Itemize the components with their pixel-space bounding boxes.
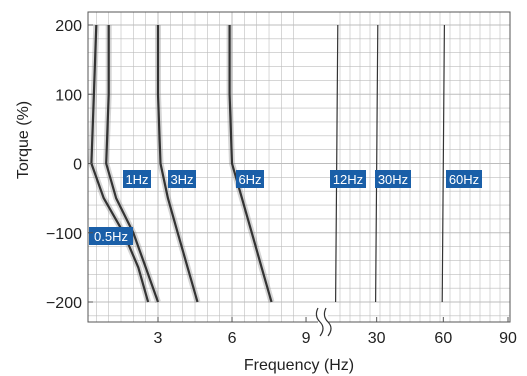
series-line-6Hz: [228, 25, 273, 303]
series-line-60Hz: [441, 24, 445, 303]
freq-label-bg: [168, 170, 196, 188]
series-line-3Hz: [156, 25, 199, 303]
axis-break-gap: [318, 310, 328, 334]
freq-label-30Hz: 30Hz: [375, 170, 411, 188]
y-tick-label: −100: [46, 226, 82, 243]
freq-label-text: 12Hz: [333, 172, 363, 187]
axis-break-line: [315, 307, 324, 337]
series-line-30Hz: [375, 24, 379, 303]
x-tick-label: 3: [154, 330, 163, 347]
x-axis-title: Frequency (Hz): [244, 357, 354, 374]
freq-label-1Hz: 1Hz: [123, 170, 151, 188]
freq-label-text: 3Hz: [170, 172, 193, 187]
freq-label-0.5Hz: 0.5Hz: [89, 227, 133, 245]
freq-label-text: 0.5Hz: [94, 229, 128, 244]
axis-break-line: [323, 307, 332, 337]
freq-label-text: 60Hz: [449, 172, 479, 187]
freq-label-bg: [89, 227, 133, 245]
freq-label-bg: [330, 170, 366, 188]
y-tick-label: 200: [55, 18, 82, 35]
freq-label-bg: [236, 170, 264, 188]
x-tick-label: 9: [302, 330, 311, 347]
freq-label-bg: [446, 170, 482, 188]
series-line-0.5Hz: [90, 24, 150, 303]
series-layer: [88, 24, 445, 304]
y-axis-title: Torque (%): [15, 101, 32, 179]
freq-label-12Hz: 12Hz: [330, 170, 366, 188]
x-tick-label: 30: [368, 330, 386, 347]
axis-break-mark: [315, 307, 332, 337]
y-tick-label: 100: [55, 87, 82, 104]
series-line-12Hz: [335, 24, 339, 303]
freq-label-6Hz: 6Hz: [236, 170, 264, 188]
freq-label-text: 1Hz: [125, 172, 148, 187]
freq-label-bg: [123, 170, 151, 188]
freq-label-text: 30Hz: [378, 172, 408, 187]
tick-labels: 3 6 9 30 60 90 200 100 0 −100 −200: [46, 18, 517, 347]
x-tick-label: 6: [228, 330, 237, 347]
freq-label-bg: [375, 170, 411, 188]
freq-label-3Hz: 3Hz: [168, 170, 196, 188]
y-tick-label: 0: [73, 157, 82, 174]
freq-label-60Hz: 60Hz: [446, 170, 482, 188]
frequency-labels: 0.5Hz 1Hz 3Hz 6Hz 12Hz 30Hz 60Hz: [89, 170, 482, 245]
freq-label-text: 6Hz: [238, 172, 261, 187]
plot-frame: [87, 11, 511, 323]
x-tick-label: 60: [434, 330, 452, 347]
series-line-1Hz: [105, 25, 160, 303]
y-tick-label: −200: [46, 295, 82, 312]
x-tick-label: 90: [499, 330, 517, 347]
